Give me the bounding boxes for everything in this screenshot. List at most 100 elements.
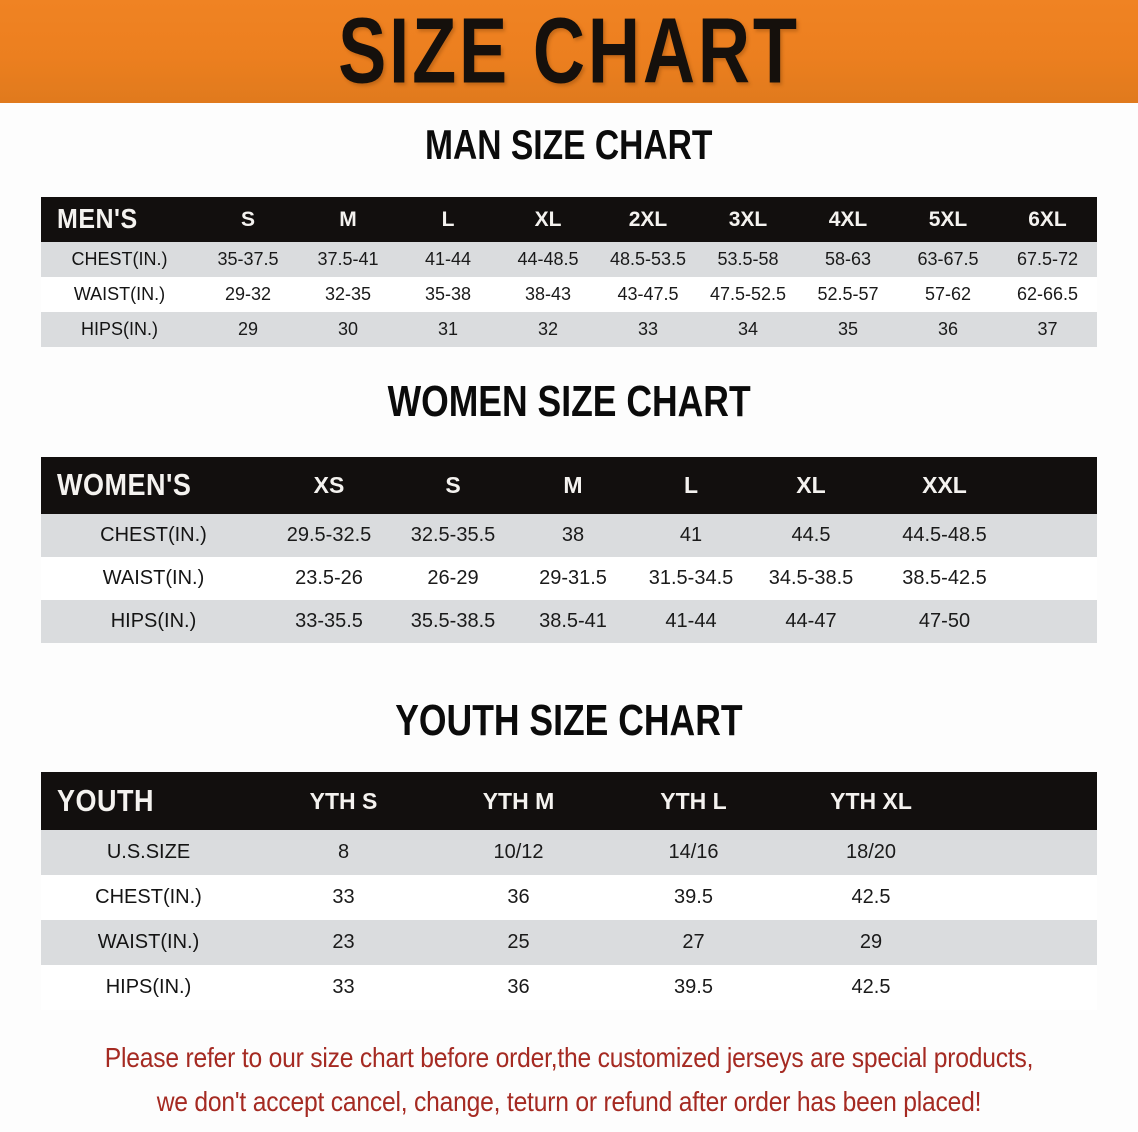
youth-row-label: U.S.SIZE [106,841,191,863]
men-row-label: WAIST(IN.) [73,284,166,304]
men-cell: 48.5-53.5 [609,249,687,269]
men-cell: 58-63 [824,249,872,269]
men-cell: 43-47.5 [617,284,679,304]
women-cell: 33-35.5 [295,610,363,632]
youth-cell: 33 [332,976,355,998]
youth-cell: 14/16 [668,841,719,863]
men-cell: 33 [637,319,659,339]
men-cell: 29 [237,319,259,339]
men-col-header: 2XL [628,207,668,231]
men-cell: 37 [1037,319,1058,339]
youth-col-header: YTH L [660,787,727,814]
man-section-title-text: MAN SIZE CHART [425,122,713,169]
table-row: CHEST(IN.) 29.5-32.5 32.5-35.5 38 41 44.… [41,514,1097,557]
men-cell: 57-62 [924,284,972,304]
women-table-header-row: WOMEN'S XS S M L XL XXL [41,457,1097,514]
men-cell: 47.5-52.5 [709,284,787,304]
men-corner-label-text: MEN'S [57,203,138,235]
youth-cell-filler [961,830,1097,875]
table-row: HIPS(IN.) 33 36 39.5 42.5 [41,965,1097,1010]
man-section-title: MAN SIZE CHART [0,122,1138,168]
men-cell: 62-66.5 [1016,284,1079,304]
youth-row-label: WAIST(IN.) [97,931,200,953]
youth-cell: 42.5 [851,976,891,998]
women-col-header: M [563,472,583,498]
table-row: WAIST(IN.) 29-32 32-35 35-38 38-43 43-47… [41,277,1097,312]
youth-row-label: CHEST(IN.) [95,886,202,908]
men-row-label: CHEST(IN.) [71,249,168,269]
men-cell: 35-37.5 [217,249,279,269]
youth-cell: 8 [337,841,350,863]
women-section-title: WOMEN SIZE CHART [0,377,1138,425]
youth-corner-label-text: YOUTH [57,783,154,818]
youth-size-table: YOUTH YTH S YTH M YTH L YTH XL U.S.SIZE … [41,772,1097,1010]
men-cell: 34 [737,319,759,339]
women-cell: 38 [561,524,585,546]
youth-cell: 27 [682,931,705,953]
women-col-header: XL [796,472,826,498]
youth-cell: 33 [332,886,355,908]
women-cell: 41-44 [665,610,717,632]
men-cell: 32 [537,319,559,339]
women-cell: 47-50 [918,610,971,632]
youth-col-header: YTH S [309,787,378,814]
men-cell: 67.5-72 [1016,249,1079,269]
women-row-label: WAIST(IN.) [102,567,205,589]
table-row: HIPS(IN.) 33-35.5 35.5-38.5 38.5-41 41-4… [41,600,1097,643]
disclaimer-line-2: we don't accept cancel, change, teturn o… [156,1086,982,1118]
men-cell: 53.5-58 [717,249,779,269]
youth-section-title-text: YOUTH SIZE CHART [395,696,743,745]
youth-col-header: YTH M [482,787,555,814]
women-cell: 35.5-38.5 [410,610,496,632]
table-row: U.S.SIZE 8 10/12 14/16 18/20 [41,830,1097,875]
women-cell-filler [1017,600,1097,643]
men-cell: 35-38 [424,284,472,304]
women-cell-filler [1017,557,1097,600]
table-row: WAIST(IN.) 23 25 27 29 [41,920,1097,965]
disclaimer: Please refer to our size chart before or… [0,1036,1138,1124]
page-banner: SIZE CHART [0,0,1138,103]
youth-cell: 39.5 [674,886,713,908]
women-corner-label-text: WOMEN'S [57,468,192,502]
disclaimer-line-1: Please refer to our size chart before or… [104,1042,1034,1074]
youth-col-header-filler [961,772,1097,830]
women-cell: 44-47 [785,610,837,632]
men-cell: 44-48.5 [517,249,579,269]
table-row: WAIST(IN.) 23.5-26 26-29 29-31.5 31.5-34… [41,557,1097,600]
youth-corner-label: YOUTH [41,772,256,830]
women-col-header-filler [1017,457,1097,514]
youth-cell: 42.5 [851,886,891,908]
women-col-header: L [683,472,699,498]
men-cell: 41-44 [424,249,472,269]
women-section-title-text: WOMEN SIZE CHART [387,377,751,426]
youth-cell: 36 [507,886,530,908]
youth-cell: 36 [507,976,530,998]
men-cell: 32-35 [324,284,372,304]
youth-row-label: HIPS(IN.) [105,976,192,998]
men-col-header: 5XL [928,207,968,231]
women-cell: 26-29 [427,567,479,589]
women-cell-filler [1017,514,1097,557]
men-cell: 63-67.5 [917,249,979,269]
women-size-table: WOMEN'S XS S M L XL XXL CHEST(IN.) 29.5-… [41,457,1097,643]
women-col-header: XS [313,472,345,498]
men-cell: 38-43 [524,284,572,304]
youth-col-header: YTH XL [830,787,912,814]
women-cell: 31.5-34.5 [648,567,734,589]
men-col-header: 3XL [728,207,768,231]
men-cell: 30 [337,319,359,339]
men-size-table: MEN'S S M L XL 2XL 3XL 4XL 5XL 6XL CHEST… [41,197,1097,347]
women-row-label: CHEST(IN.) [100,524,207,546]
women-cell: 23.5-26 [295,567,363,589]
men-col-header: 4XL [828,207,868,231]
youth-cell: 18/20 [845,841,897,863]
youth-cell: 23 [332,931,355,953]
men-col-header: L [441,207,455,231]
women-cell: 29-31.5 [539,567,607,589]
men-cell: 52.5-57 [817,284,879,304]
women-cell: 34.5-38.5 [768,567,854,589]
men-cell: 35 [837,319,859,339]
youth-section-title: YOUTH SIZE CHART [0,696,1138,744]
youth-cell: 25 [507,931,530,953]
page-title: SIZE CHART [338,0,800,103]
